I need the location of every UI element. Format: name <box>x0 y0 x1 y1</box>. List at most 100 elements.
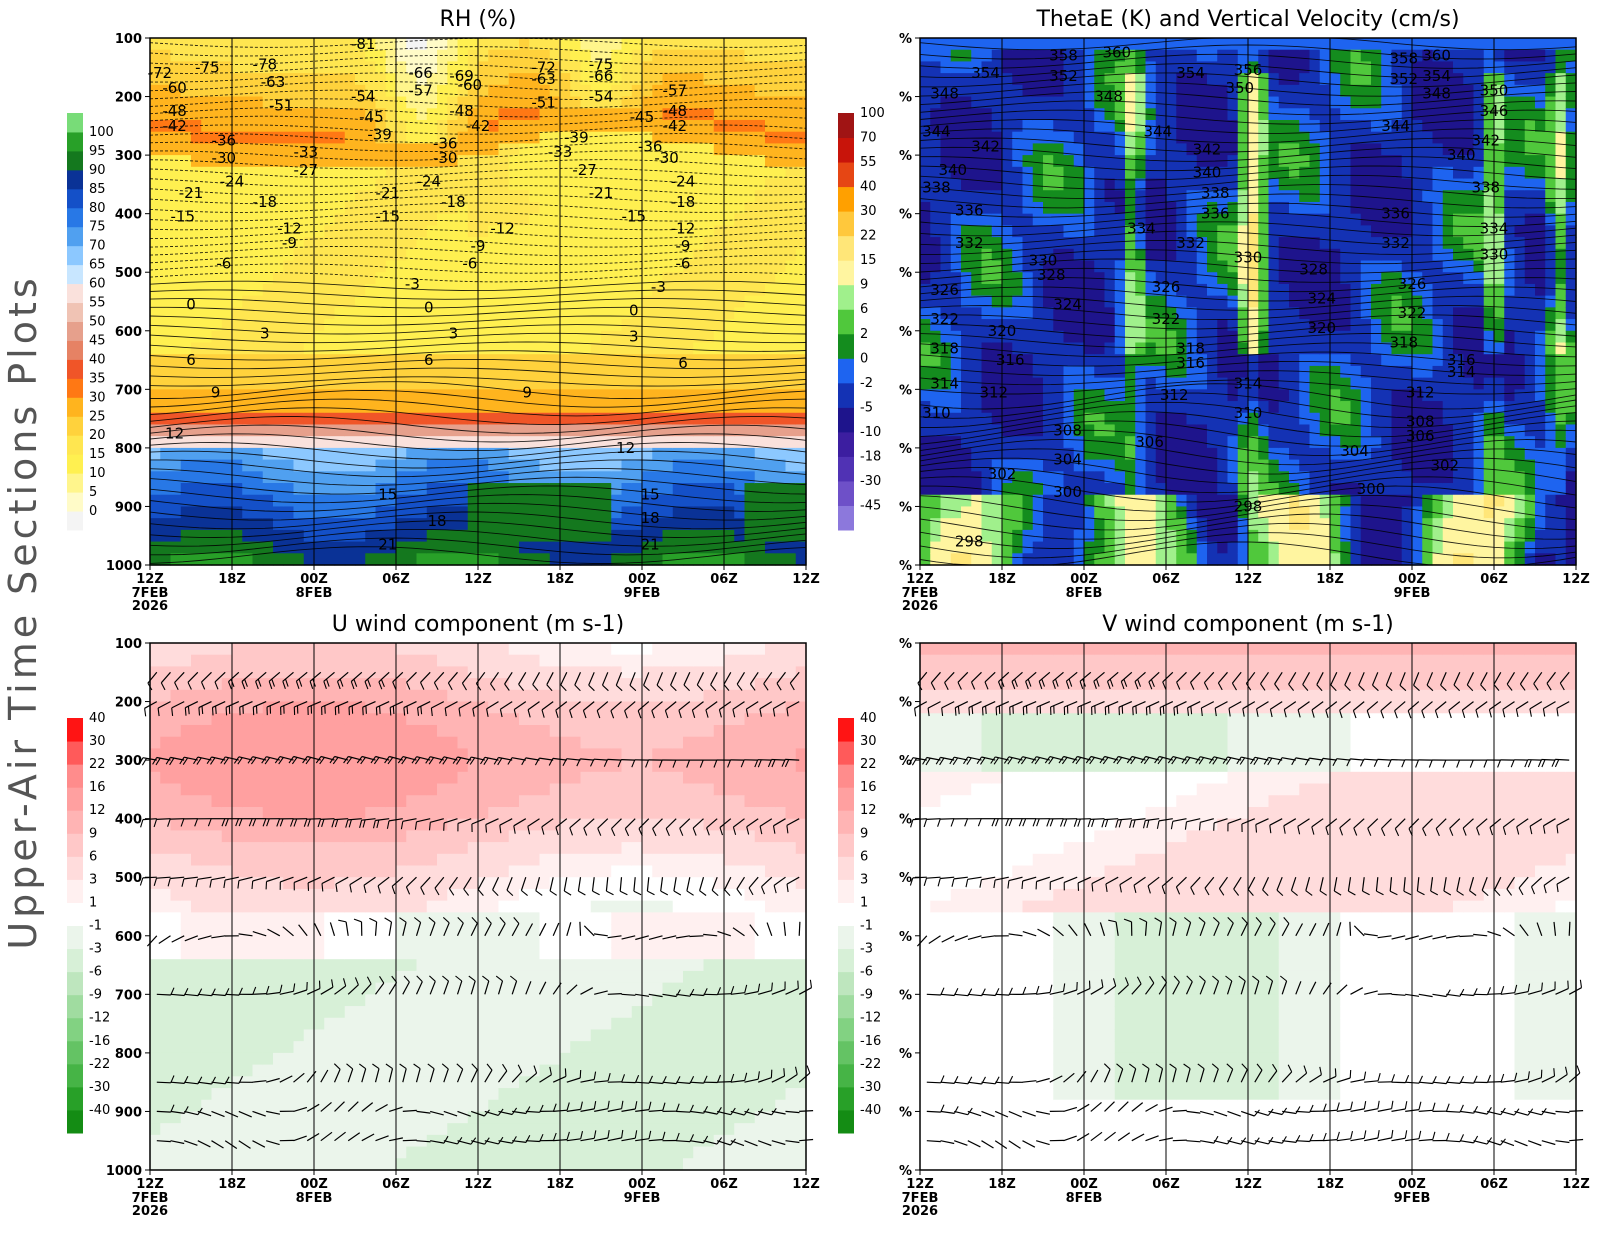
field-cell <box>1043 108 1054 121</box>
field-cell <box>273 38 284 51</box>
field-cell <box>426 108 438 121</box>
field-cell <box>426 401 438 414</box>
field-cell <box>1237 213 1249 226</box>
field-cell <box>1196 283 1208 297</box>
field-cell <box>488 96 500 109</box>
field-cell <box>570 225 582 238</box>
field-cell <box>920 237 931 250</box>
field-cell <box>457 553 469 566</box>
field-cell <box>180 201 192 215</box>
field-cell <box>1094 319 1106 332</box>
field-cell <box>355 354 366 367</box>
contour-label: -36 <box>638 137 663 155</box>
field-cell <box>590 38 602 51</box>
field-cell <box>303 295 315 308</box>
field-cell <box>703 330 715 344</box>
field-cell <box>1073 283 1085 297</box>
field-cell <box>262 307 274 320</box>
field-cell <box>406 166 418 180</box>
field-cell <box>447 84 459 98</box>
field-cell <box>273 248 284 262</box>
field-cell <box>1248 307 1259 320</box>
field-cell <box>1237 96 1249 109</box>
field-cell <box>334 201 346 215</box>
field-cell <box>1073 143 1085 156</box>
colorbar-label: 55 <box>89 296 106 311</box>
contour-line <box>149 115 807 126</box>
field-cell <box>950 377 962 390</box>
field-cell <box>1217 237 1229 250</box>
field-cell <box>1022 330 1034 344</box>
field-cell <box>406 108 418 121</box>
field-cell <box>426 506 438 519</box>
field-cell <box>1248 330 1259 344</box>
field-cell <box>950 553 962 566</box>
field-cell <box>396 260 407 273</box>
field-cell <box>930 518 942 531</box>
field-cell <box>991 108 1003 121</box>
field-cell <box>703 237 715 250</box>
contour-line <box>149 72 807 83</box>
field-cell <box>355 213 366 226</box>
field-cell <box>529 201 541 215</box>
field-cell <box>1268 213 1280 226</box>
field-cell <box>303 506 315 519</box>
field-cell <box>1084 436 1095 449</box>
field-cell <box>744 459 756 472</box>
colorbar-label: 60 <box>89 277 106 292</box>
field-cell <box>1125 424 1136 437</box>
contour-label: -54 <box>351 88 376 106</box>
field-cell <box>590 412 602 426</box>
field-cell <box>703 96 715 109</box>
field-cell <box>601 330 612 344</box>
field-cell <box>775 494 787 508</box>
field-cell <box>734 494 746 508</box>
field-cell <box>160 506 172 519</box>
field-cell <box>1155 190 1167 203</box>
field-cell <box>754 506 766 519</box>
field-cell <box>1248 108 1259 121</box>
field-cell <box>1053 319 1065 332</box>
field-cell <box>191 178 202 191</box>
field-cell <box>1278 471 1290 484</box>
field-cell <box>1319 506 1331 519</box>
field-cell <box>447 412 459 426</box>
field-cell <box>232 389 243 402</box>
field-cell <box>303 459 315 472</box>
field-cell <box>539 494 551 508</box>
field-cell <box>1073 190 1085 203</box>
field-cell <box>1176 319 1188 332</box>
field-cell <box>713 237 725 250</box>
field-cell <box>334 330 346 344</box>
field-cell <box>201 471 213 484</box>
field-cell <box>498 483 510 496</box>
field-cell <box>1258 272 1270 285</box>
field-cell <box>1155 166 1167 180</box>
field-cell <box>1155 61 1167 74</box>
field-cell <box>724 96 735 109</box>
field-cell <box>744 377 756 390</box>
field-cell <box>601 295 612 308</box>
field-cell <box>785 354 797 367</box>
field-cell <box>1063 319 1075 332</box>
field-cell <box>1258 319 1270 332</box>
field-cell <box>508 155 520 168</box>
field-cell <box>519 131 530 144</box>
field-cell <box>971 49 983 63</box>
field-cell <box>488 483 500 496</box>
field-cell <box>1022 108 1034 121</box>
field-cell <box>1248 96 1259 109</box>
field-cell <box>508 389 520 402</box>
field-cell <box>180 342 192 355</box>
field-cell <box>385 471 397 484</box>
field-cell <box>662 401 674 414</box>
field-cell <box>1268 330 1280 344</box>
field-cell <box>1227 447 1239 461</box>
field-cell <box>1258 225 1270 238</box>
field-cell <box>611 272 623 285</box>
field-cell <box>981 237 993 250</box>
field-cell <box>478 201 489 215</box>
field-cell <box>508 73 520 86</box>
field-cell <box>662 330 674 344</box>
field-cell <box>314 248 325 262</box>
